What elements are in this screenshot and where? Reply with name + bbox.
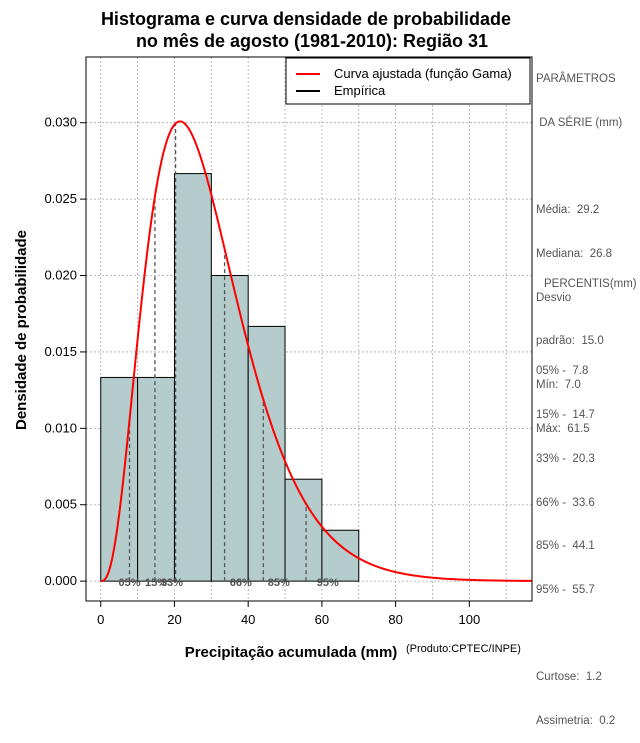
- stat-sd: padrão: 15.0: [536, 335, 604, 348]
- y-tick-label: 0.000: [44, 573, 77, 588]
- x-tick-label: 20: [167, 612, 181, 627]
- percentile-row: 66% - 33.6: [536, 496, 595, 509]
- params-subtitle: DA SÉRIE (mm): [536, 116, 623, 129]
- x-tick-label: 40: [241, 612, 255, 627]
- product-credit: (Produto:CPTEC/INPE): [406, 643, 521, 655]
- stat-mean: Média: 29.2: [536, 203, 600, 216]
- x-tick-label: 80: [388, 612, 402, 627]
- y-tick-label: 0.005: [44, 497, 77, 512]
- x-tick-label: 0: [97, 612, 104, 627]
- x-axis-title: Precipitação acumulada (mm): [185, 644, 398, 660]
- percentiles-title: PERCENTIS(mm): [544, 278, 637, 291]
- gamma-curve: [100, 120, 533, 583]
- y-axis-title: Densidade de probabilidade: [13, 230, 30, 430]
- x-tick-label: 60: [315, 612, 329, 627]
- gamma-curve-line: [100, 120, 533, 583]
- percentiles-panel: PERCENTIS(mm) 05% - 7.8 15% - 14.7 33% -…: [536, 248, 637, 743]
- x-axis: 0 20 40 60 80 100: [97, 600, 480, 627]
- percentile-row: 33% - 20.3: [536, 452, 595, 465]
- histogram-bar: [284, 478, 323, 582]
- histogram-bar: [100, 376, 139, 582]
- percentile-label: 15%: [145, 577, 167, 589]
- x-tick-label: 100: [458, 612, 480, 627]
- chart-title-line2: no mês de agosto (1981-2010): Região 31: [136, 31, 488, 51]
- stat-sd-label: Desvio: [536, 291, 572, 304]
- percentile-row: 05% - 7.8: [536, 365, 589, 378]
- stat-median: Mediana: 26.8: [536, 247, 613, 260]
- y-tick-label: 0.030: [44, 115, 77, 130]
- y-tick-label: 0.020: [44, 268, 77, 283]
- percentile-labels: 05% 15%33% 66% 85% 95%: [118, 577, 339, 589]
- percentile-label: 95%: [317, 577, 339, 589]
- y-tick-label: 0.015: [44, 344, 77, 359]
- chart-title-line1: Histograma e curva densidade de probabil…: [101, 9, 511, 29]
- y-axis: 0.000 0.005 0.010 0.015 0.020 0.025 0.030: [44, 115, 87, 588]
- stat-skewness: Assimetria: 0.2: [536, 714, 616, 727]
- legend: Curva ajustada (função Gama) Empírica: [285, 57, 531, 105]
- percentile-row: 95% - 55.7: [536, 584, 595, 597]
- histogram-bars: [100, 173, 360, 582]
- stat-min: Mín: 7.0: [536, 379, 581, 392]
- histogram-chart: Histograma e curva densidade de probabil…: [13, 9, 533, 660]
- legend-label-empirical: Empírica: [334, 83, 386, 98]
- histogram-bar: [210, 275, 249, 582]
- legend-box: [285, 57, 531, 105]
- percentile-row: 85% - 44.1: [536, 540, 595, 553]
- stat-kurtosis: Curtose: 1.2: [536, 671, 602, 684]
- percentile-label: 05%: [118, 577, 140, 589]
- histogram-bar: [137, 376, 175, 582]
- y-tick-label: 0.025: [44, 191, 77, 206]
- series-parameters-panel: PARÂMETROS DA SÉRIE (mm) Média: 29.2 Med…: [536, 43, 622, 451]
- stat-max: Máx: 61.5: [536, 422, 590, 435]
- percentile-row: 15% - 14.7: [536, 408, 595, 421]
- params-title: PARÂMETROS: [536, 73, 616, 86]
- percentile-label: 33%: [161, 577, 183, 589]
- percentile-label: 85%: [268, 577, 290, 589]
- histogram-bar: [173, 173, 212, 582]
- percentile-lines: [128, 123, 307, 582]
- y-tick-label: 0.010: [44, 420, 77, 435]
- legend-label-fit: Curva ajustada (função Gama): [334, 66, 512, 81]
- percentile-label: 66%: [230, 577, 252, 589]
